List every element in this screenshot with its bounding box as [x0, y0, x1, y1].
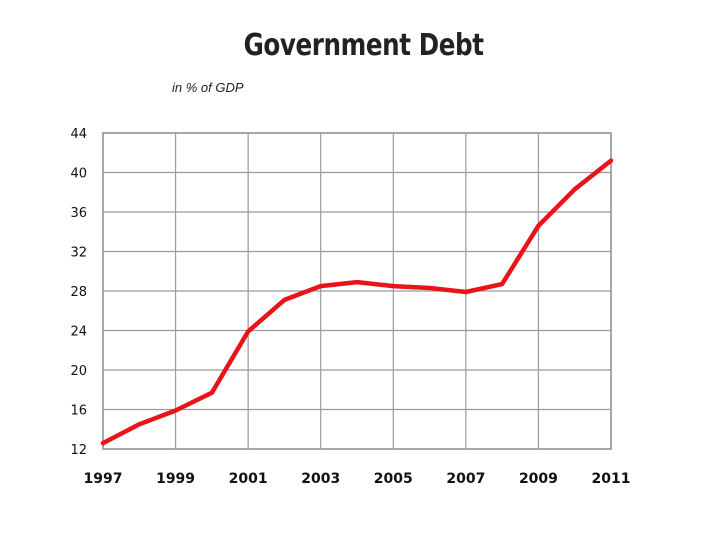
- series: [100, 158, 614, 446]
- y-tick-label: 40: [70, 167, 87, 182]
- chart-subtitle: in % of GDP: [172, 80, 244, 95]
- y-tick-label: 20: [70, 364, 87, 379]
- chart-title: Government Debt: [243, 28, 484, 63]
- x-tick-label: 2005: [374, 471, 413, 487]
- x-tick-label: 1997: [84, 471, 123, 487]
- x-tick-label: 2001: [229, 471, 268, 487]
- y-tick-label: 12: [70, 443, 87, 458]
- y-tick-label: 32: [70, 246, 87, 261]
- x-tick-label: 1999: [156, 471, 195, 487]
- x-tick-label: 2007: [446, 471, 485, 487]
- grid: [103, 133, 611, 449]
- y-axis-ticks: 12 16 20 24 28 32 36 40 44: [70, 127, 87, 458]
- y-tick-label: 16: [70, 404, 87, 419]
- y-tick-label: 24: [70, 325, 87, 340]
- x-tick-label: 2011: [592, 471, 631, 487]
- x-tick-label: 2003: [301, 471, 340, 487]
- y-tick-label: 28: [70, 285, 87, 300]
- y-tick-label: 44: [70, 127, 87, 142]
- x-tick-label: 2009: [519, 471, 558, 487]
- y-tick-label: 36: [70, 206, 87, 221]
- x-axis-ticks: 1997 1999 2001 2003 2005 2007 2009 2011: [84, 471, 631, 487]
